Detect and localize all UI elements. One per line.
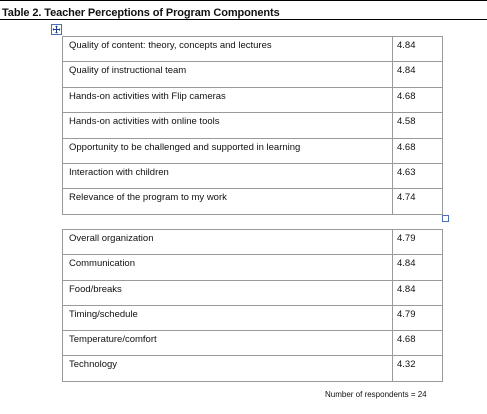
table-row: Technology 4.32	[62, 355, 443, 382]
row-label[interactable]: Interaction with children	[62, 162, 393, 190]
row-label[interactable]: Hands-on activities with online tools	[62, 112, 393, 139]
table-row: Timing/schedule 4.79	[62, 304, 443, 332]
table-row: Hands-on activities with online tools 4.…	[62, 112, 443, 139]
row-label[interactable]: Timing/schedule	[62, 304, 393, 332]
move-arrows-icon[interactable]	[51, 24, 62, 35]
row-label[interactable]: Relevance of the program to my work	[62, 188, 393, 215]
row-label[interactable]: Overall organization	[62, 228, 393, 256]
row-value[interactable]: 4.63	[392, 162, 443, 190]
table-caption: Table 2. Teacher Perceptions of Program …	[2, 7, 280, 19]
row-label[interactable]: Opportunity to be challenged and support…	[62, 137, 393, 164]
table-row: Quality of instructional team 4.84	[62, 61, 443, 88]
table-caption-bar: Table 2. Teacher Perceptions of Program …	[0, 0, 487, 20]
ratings-table-top: Quality of content: theory, concepts and…	[62, 35, 443, 215]
row-label[interactable]: Quality of instructional team	[62, 61, 393, 88]
row-value[interactable]: 4.68	[392, 137, 443, 164]
row-value[interactable]: 4.68	[392, 86, 443, 114]
row-value[interactable]: 4.79	[392, 304, 443, 332]
table-row: Opportunity to be challenged and support…	[62, 137, 443, 164]
row-value[interactable]: 4.58	[392, 112, 443, 139]
table-row: Relevance of the program to my work 4.74	[62, 188, 443, 215]
table-row: Hands-on activities with Flip cameras 4.…	[62, 86, 443, 114]
row-value[interactable]: 4.79	[392, 228, 443, 256]
resize-handle-icon[interactable]	[442, 215, 449, 222]
row-label[interactable]: Quality of content: theory, concepts and…	[62, 35, 393, 63]
row-value[interactable]: 4.84	[392, 279, 443, 306]
row-label[interactable]: Communication	[62, 254, 393, 281]
ratings-table-bottom: Overall organization 4.79 Communication …	[62, 228, 443, 382]
row-value[interactable]: 4.84	[392, 61, 443, 88]
row-value[interactable]: 4.68	[392, 330, 443, 357]
row-label[interactable]: Temperature/comfort	[62, 330, 393, 357]
row-value[interactable]: 4.84	[392, 254, 443, 281]
row-value[interactable]: 4.32	[392, 355, 443, 382]
table-row: Temperature/comfort 4.68	[62, 330, 443, 357]
table-row: Communication 4.84	[62, 254, 443, 281]
row-label[interactable]: Hands-on activities with Flip cameras	[62, 86, 393, 114]
row-label[interactable]: Technology	[62, 355, 393, 382]
row-value[interactable]: 4.74	[392, 188, 443, 215]
table-row: Food/breaks 4.84	[62, 279, 443, 306]
table-row: Quality of content: theory, concepts and…	[62, 35, 443, 63]
respondents-footnote: Number of respondents = 24	[325, 390, 427, 399]
row-label[interactable]: Food/breaks	[62, 279, 393, 306]
row-value[interactable]: 4.84	[392, 35, 443, 63]
table-row: Overall organization 4.79	[62, 228, 443, 256]
table-row: Interaction with children 4.63	[62, 162, 443, 190]
